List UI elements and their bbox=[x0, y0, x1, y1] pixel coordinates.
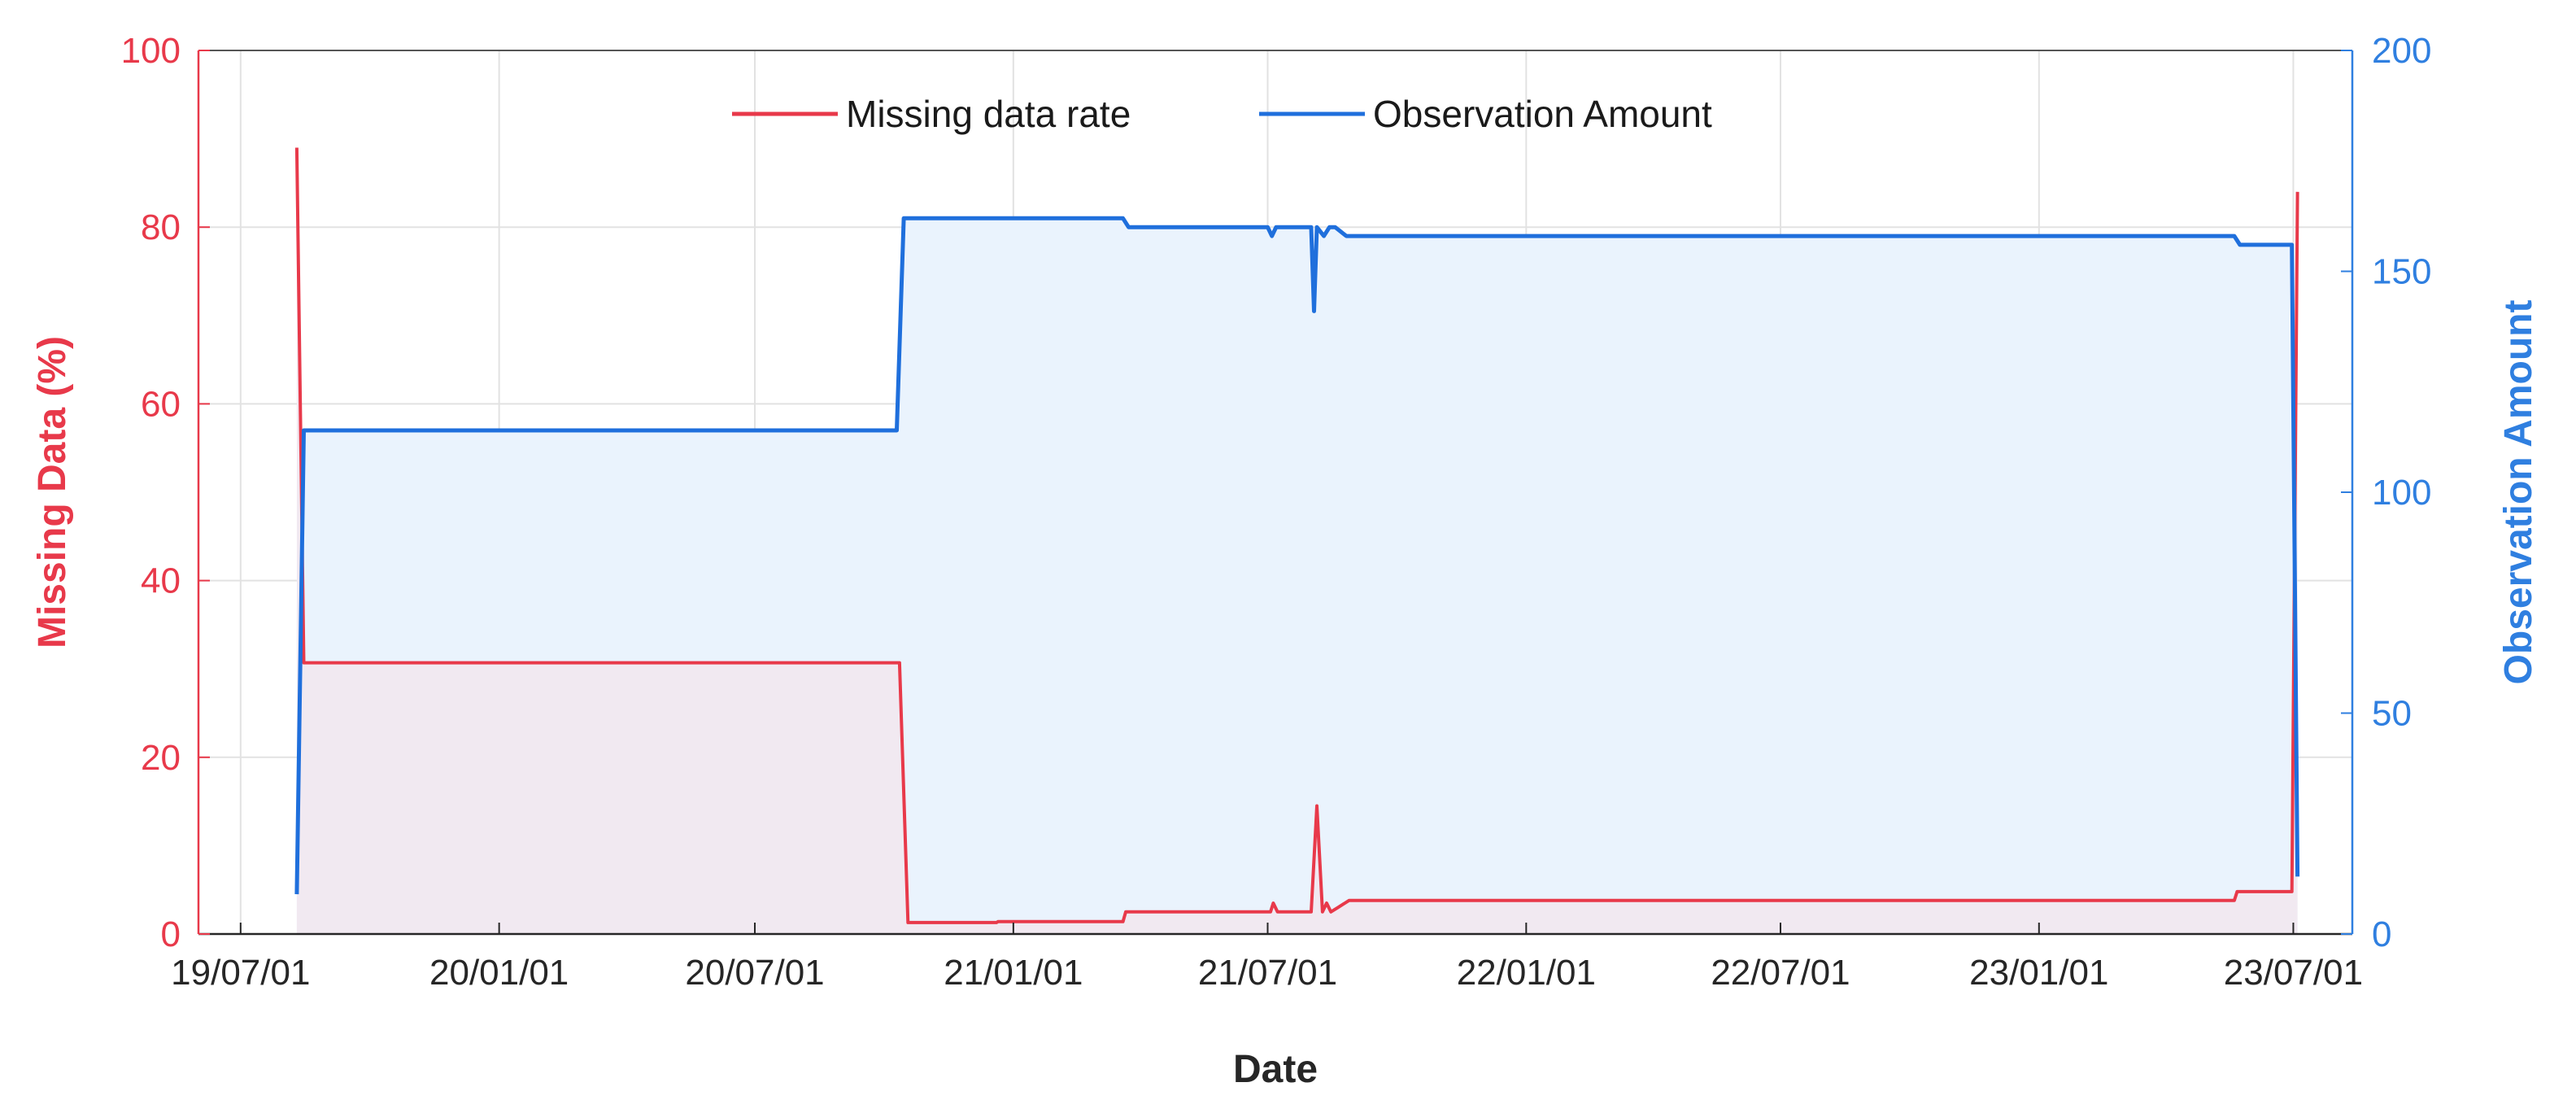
axes bbox=[197, 50, 2354, 936]
right-y-tick-label-3: 150 bbox=[2372, 252, 2431, 292]
missing-data-rate-fill bbox=[296, 147, 2298, 934]
legend-label-observation-amount: Observation Amount bbox=[1373, 93, 1712, 135]
left-y-tick-label-0: 0 bbox=[161, 914, 181, 954]
series-line-missing-data-rate bbox=[294, 147, 2299, 924]
x-tick-label-0: 19/07/01 bbox=[171, 953, 310, 993]
right-y-tick-label-4: 200 bbox=[2372, 31, 2431, 71]
right-y-tick-label-0: 0 bbox=[2372, 914, 2391, 954]
left-y-tick-label-3: 60 bbox=[141, 384, 181, 424]
left-y-tick-label-1: 20 bbox=[141, 738, 181, 778]
right-y-tick-label-2: 100 bbox=[2372, 473, 2431, 513]
legend: Missing data rate Observation Amount bbox=[732, 93, 1712, 135]
x-tick-label-8: 23/07/01 bbox=[2224, 953, 2363, 993]
left-y-tick-label-4: 80 bbox=[141, 207, 181, 247]
right-y-axis-title: Observation Amount bbox=[2497, 300, 2540, 685]
left-y-tick-label-2: 40 bbox=[141, 561, 181, 601]
x-tick-label-6: 22/07/01 bbox=[1711, 953, 1850, 993]
series-fill-areas bbox=[296, 147, 2298, 934]
series-lines bbox=[294, 147, 2300, 924]
left-y-axis-title: Missing Data (%) bbox=[31, 336, 74, 648]
right-y-tick-label-1: 50 bbox=[2372, 694, 2412, 734]
x-tick-label-4: 21/07/01 bbox=[1198, 953, 1337, 993]
x-tick-label-2: 20/07/01 bbox=[685, 953, 824, 993]
legend-label-missing-data-rate: Missing data rate bbox=[846, 93, 1131, 135]
left-y-tick-label-5: 100 bbox=[121, 31, 181, 71]
x-tick-label-7: 23/01/01 bbox=[1969, 953, 2108, 993]
x-tick-label-1: 20/01/01 bbox=[429, 953, 569, 993]
series-line-observation-amount bbox=[294, 216, 2300, 895]
x-tick-label-5: 22/01/01 bbox=[1457, 953, 1596, 993]
x-tick-label-3: 21/01/01 bbox=[944, 953, 1083, 993]
tick-labels: 19/07/01 20/01/01 20/07/01 21/01/01 21/07/01… bbox=[121, 31, 2432, 993]
x-axis-title: Date bbox=[1233, 1048, 1318, 1091]
